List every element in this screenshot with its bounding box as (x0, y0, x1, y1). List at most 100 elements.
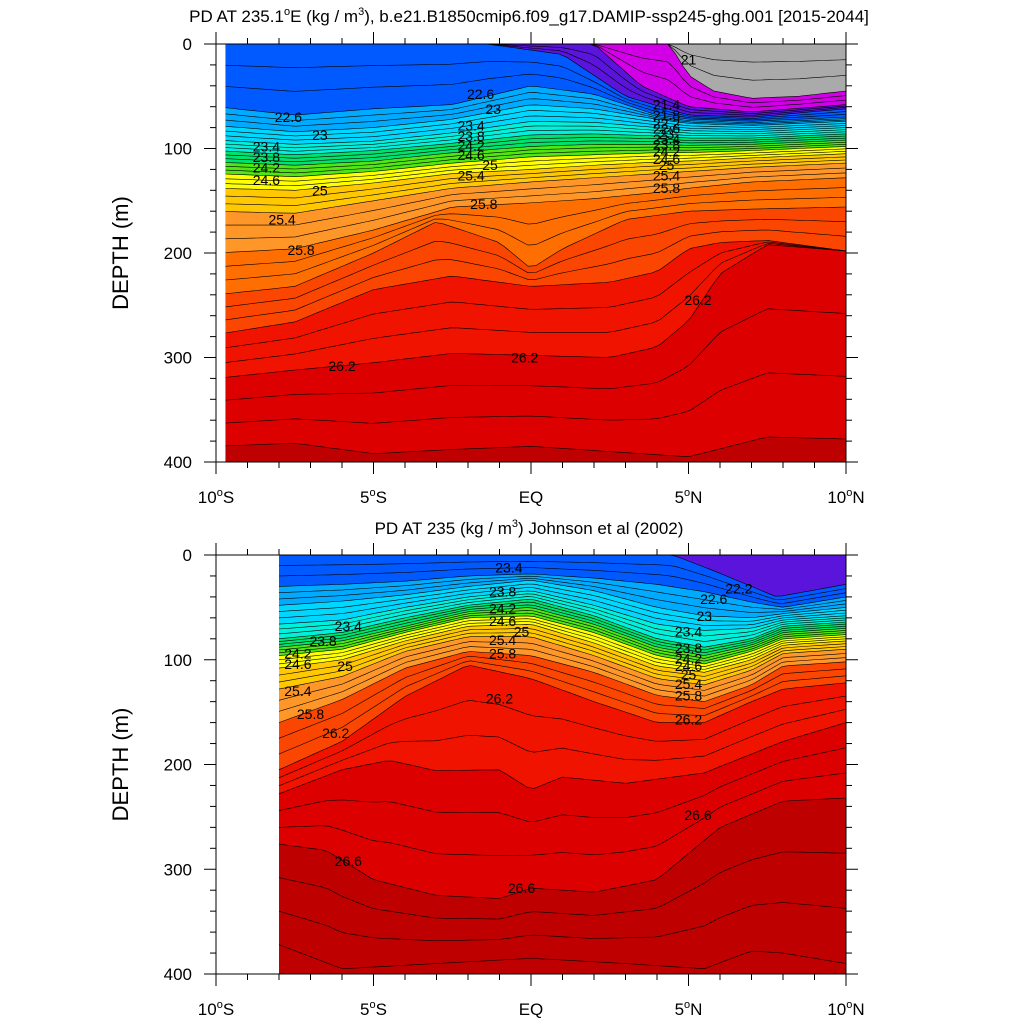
y-tick-label: 400 (164, 453, 192, 472)
density-fill-layers (225, 44, 846, 462)
isopycnal-25-4 (225, 162, 846, 214)
contour-label: 23.8 (253, 149, 280, 165)
y-tick-label: 300 (164, 349, 192, 368)
isopycnal-22-2 (225, 44, 846, 118)
isopycnal-intermediate (278, 593, 846, 637)
contour-label: 25 (514, 624, 530, 640)
isopycnal-lines (225, 44, 846, 457)
contour-label: 25.8 (489, 646, 516, 662)
contour-label: 21.4 (653, 97, 680, 113)
isopycnal-intermediate (225, 137, 846, 163)
contour-label: 26.2 (684, 292, 711, 308)
isopycnal-21-8 (225, 44, 846, 113)
contour-label: 25.4 (653, 168, 680, 184)
isopycnal-24-2 (225, 139, 846, 166)
isopycnal-intermediate (225, 172, 846, 240)
x-tick-label: 10oS (198, 999, 234, 1019)
contour-label: 22.2 (725, 581, 752, 597)
y-axis-label: DEPTH (m) (108, 196, 133, 310)
contour-label: 22.2 (653, 115, 680, 131)
isopycnal-intermediate (278, 596, 846, 642)
isopycnal-25 (278, 623, 846, 673)
isopycnal-intermediate (225, 44, 846, 81)
isopycnal-intermediate (278, 695, 846, 779)
contour-label: 23.4 (675, 624, 702, 640)
density-band-22-6 (279, 555, 846, 608)
isopycnal-23 (278, 580, 846, 618)
density-band-22-2 (279, 555, 846, 597)
contour-label: 25.4 (457, 168, 484, 184)
contour-label: 23.8 (457, 128, 484, 144)
x-tick-label: 10oN (827, 487, 864, 507)
isopycnal-intermediate (278, 660, 846, 755)
x-axis: 10oS 5oS EQ 5oN 10oN (198, 32, 865, 507)
isopycnal-intermediate (278, 560, 846, 601)
contour-label: 25 (681, 666, 697, 682)
isopycnal-intermediate (278, 575, 846, 610)
isopycnal-intermediate (225, 156, 846, 199)
isopycnal-intermediate (278, 851, 846, 920)
isopycnal-24-6 (225, 146, 846, 178)
contour-label: 22.6 (653, 121, 680, 137)
x-tick-label: 5oS (360, 999, 387, 1019)
isopycnal-24-6 (278, 615, 846, 665)
y-axis: 0 100 200 300 400 (164, 546, 858, 984)
isopycnal-24-2 (278, 607, 846, 656)
contour-label: 24.2 (284, 646, 311, 662)
x-tick-label: 10oN (827, 999, 864, 1019)
y-tick-label: 0 (183, 546, 192, 565)
isopycnal-23 (225, 104, 846, 133)
contour-label: 26.2 (486, 691, 513, 707)
x-tick-label: EQ (519, 488, 544, 507)
isopycnal-intermediate (225, 243, 846, 363)
y-tick-label: 200 (164, 244, 192, 263)
isopycnal-intermediate (278, 641, 846, 701)
chart-title: PD AT 235.1oE (kg / m3), b.e21.B1850cmip… (189, 6, 869, 26)
isopycnal-intermediate (278, 604, 846, 654)
y-tick-label: 400 (164, 965, 192, 984)
contour-label: 22.6 (275, 109, 302, 125)
isopycnal-26-6 (278, 797, 846, 899)
contour-label: 24.2 (675, 651, 702, 667)
isopycnal-intermediate (225, 92, 846, 124)
contour-label: 25.8 (470, 196, 497, 212)
density-fill-layers (279, 555, 846, 974)
x-tick-label: 5oN (675, 999, 703, 1019)
isopycnal-25-4 (278, 636, 846, 690)
isopycnal-intermediate (225, 135, 846, 159)
contour-label: 25.8 (287, 242, 314, 258)
isopycnal-intermediate (225, 141, 846, 170)
isopycnal-23-4 (225, 121, 846, 145)
isopycnal-26-6 (225, 436, 846, 457)
isopycnal-intermediate (225, 44, 846, 108)
isopycnal-intermediate (278, 567, 846, 604)
isopycnal-26-4 (225, 244, 846, 378)
isopycnal-intermediate (225, 98, 846, 127)
upper-contour-panel: 22.62323.423.824.224.62525.425.826.222.6… (108, 6, 869, 507)
isopycnal-intermediate (225, 115, 846, 141)
contour-label: 26.2 (328, 358, 355, 374)
isopycnal-23-8 (278, 599, 846, 648)
isopycnal-intermediate (225, 148, 846, 182)
isopycnal-23-4 (278, 590, 846, 631)
contour-label: 23.8 (489, 584, 516, 600)
contour-label: 26.6 (684, 807, 711, 823)
isopycnal-intermediate (225, 372, 846, 424)
contour-label: 22.6 (700, 591, 727, 607)
isopycnal-26 (225, 206, 846, 295)
isopycnal-25-8 (225, 177, 846, 253)
contour-label: 23.4 (495, 560, 522, 576)
isopycnal-intermediate (278, 747, 846, 823)
contour-label: 25.8 (653, 180, 680, 196)
isopycnal-22-2 (279, 555, 846, 597)
isopycnal-22-6 (225, 86, 846, 122)
isopycnal-intermediate (225, 44, 846, 104)
contour-label: 25.8 (297, 706, 324, 722)
contour-label: 24.2 (457, 137, 484, 153)
isopycnal-intermediate (278, 610, 846, 659)
isopycnal-lines (278, 555, 846, 970)
contour-label: 23 (485, 101, 501, 117)
isopycnal-intermediate (278, 709, 846, 787)
x-tick-label: 5oN (675, 487, 703, 507)
